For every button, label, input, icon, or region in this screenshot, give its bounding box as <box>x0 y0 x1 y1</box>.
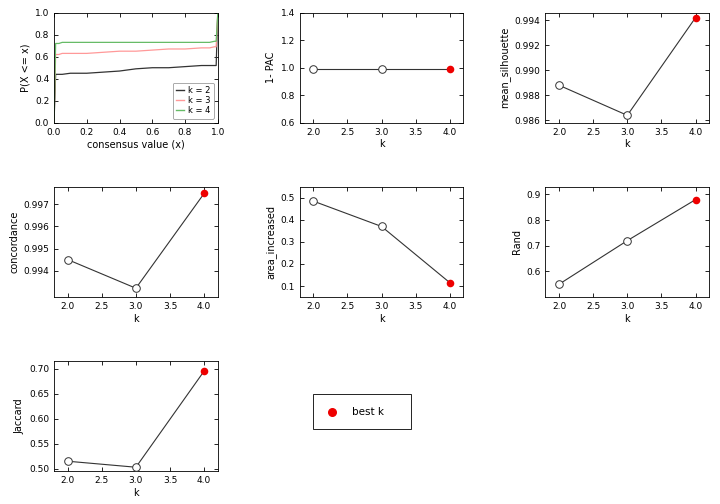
Point <box>690 14 701 22</box>
Y-axis label: Jaccard: Jaccard <box>15 398 25 434</box>
Point <box>62 256 73 264</box>
Y-axis label: 1- PAC: 1- PAC <box>266 52 276 84</box>
X-axis label: consensus value (x): consensus value (x) <box>87 140 185 150</box>
Point <box>621 236 633 244</box>
Point <box>444 65 456 73</box>
Point <box>444 279 456 287</box>
Text: best k: best k <box>352 407 384 417</box>
Y-axis label: P(X <= x): P(X <= x) <box>21 43 30 92</box>
Point <box>553 81 564 89</box>
Point <box>690 196 701 204</box>
Legend: k = 2, k = 3, k = 4: k = 2, k = 3, k = 4 <box>173 83 214 118</box>
Point <box>376 65 387 73</box>
X-axis label: k: k <box>379 313 384 324</box>
Y-axis label: area_increased: area_increased <box>266 205 276 279</box>
Point <box>199 190 210 198</box>
X-axis label: k: k <box>379 140 384 150</box>
Y-axis label: mean_silhouette: mean_silhouette <box>500 27 510 108</box>
Y-axis label: concordance: concordance <box>9 211 19 273</box>
Point <box>553 280 564 288</box>
X-axis label: k: k <box>624 313 630 324</box>
Point <box>376 222 387 230</box>
Point <box>621 111 633 119</box>
Point <box>307 197 319 205</box>
X-axis label: k: k <box>133 313 139 324</box>
X-axis label: k: k <box>133 488 139 498</box>
Point <box>130 463 142 471</box>
Point <box>130 284 142 292</box>
Point <box>199 367 210 375</box>
Point <box>307 65 319 73</box>
Y-axis label: Rand: Rand <box>512 229 522 255</box>
X-axis label: k: k <box>624 140 630 150</box>
Point <box>62 457 73 465</box>
